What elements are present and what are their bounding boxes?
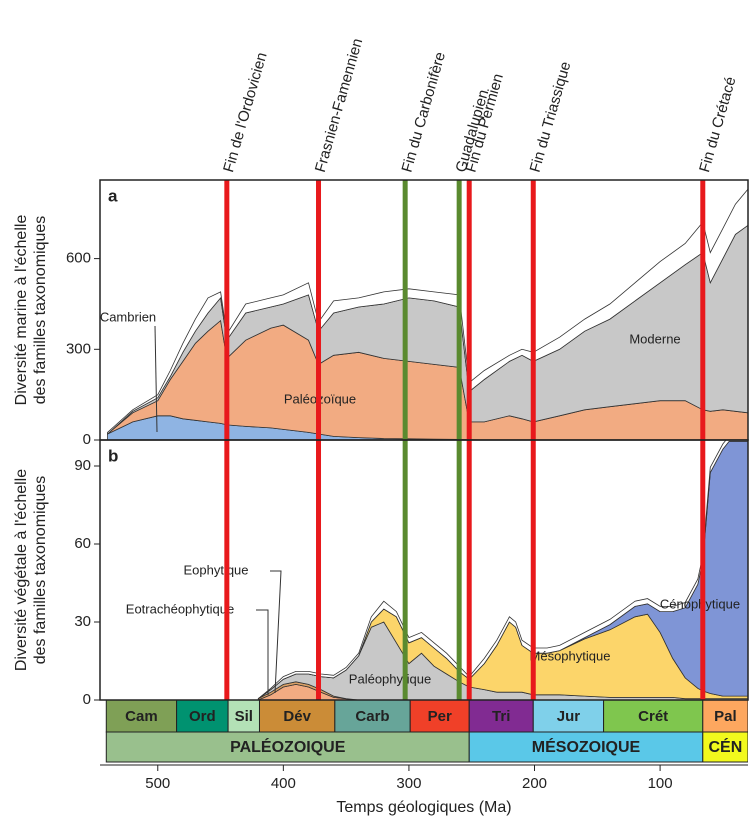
- plot-area: [107, 188, 748, 440]
- period-box: [258, 700, 336, 733]
- period-label: Pal: [714, 708, 737, 725]
- series-label: Eotrachéophytique: [126, 601, 234, 616]
- era-box: [468, 731, 704, 763]
- period-label: Carb: [355, 708, 389, 725]
- era-box: [702, 731, 748, 763]
- y-axis-title: des familles taxonomiques: [32, 476, 49, 665]
- x-axis-title: Temps géologiques (Ma): [336, 799, 511, 816]
- y-tick-label: 600: [66, 250, 91, 267]
- series-label: Mésophytique: [530, 648, 611, 663]
- y-tick-label: 30: [74, 613, 91, 630]
- period-label: Cam: [125, 708, 158, 725]
- series-label: Moderne: [629, 331, 680, 346]
- y-tick-label: 300: [66, 340, 91, 357]
- x-tick-label: 300: [396, 775, 421, 792]
- panel-frame: [99, 439, 749, 701]
- series-label: Cénophytique: [660, 596, 740, 611]
- x-tick-label: 400: [271, 775, 296, 792]
- series-label: Paléophytique: [349, 671, 431, 686]
- period-label: Crét: [638, 708, 668, 725]
- period-label: Ord: [189, 708, 216, 725]
- y-axis-title: Diversité végétale à l'échelle: [13, 469, 30, 671]
- era-label: MÉSOZOIQUE: [532, 737, 641, 756]
- event-label: Fin du Triassique: [527, 60, 575, 174]
- y-tick-label: 90: [74, 457, 91, 474]
- y-axis-title: des familles taxonomiques: [32, 216, 49, 405]
- period-label: Tri: [492, 708, 510, 725]
- x-tick-label: 100: [648, 775, 673, 792]
- y-tick-label: 0: [83, 431, 91, 448]
- y-tick-label: 60: [74, 535, 91, 552]
- event-label: Fin du Carbonifère: [398, 50, 449, 174]
- area: [258, 683, 748, 700]
- y-axis-title: Diversité marine à l'échelle: [13, 215, 30, 406]
- era-label: PALÉOZOIQUE: [230, 737, 346, 756]
- x-tick-label: 500: [145, 775, 170, 792]
- panel-label: a: [108, 186, 118, 205]
- area: [107, 188, 748, 435]
- period-label: Per: [428, 708, 452, 725]
- plot-area: [257, 440, 748, 700]
- period-box: [176, 700, 229, 733]
- period-label: Dév: [283, 708, 311, 725]
- y-tick-label: 0: [83, 691, 91, 708]
- x-tick-label: 200: [522, 775, 547, 792]
- era-box: [105, 731, 470, 763]
- event-label: Frasnien-Famennien: [312, 36, 366, 174]
- leader-line: [256, 609, 269, 695]
- panel-label: b: [108, 446, 118, 465]
- series-label: Eophytique: [183, 562, 248, 577]
- period-label: Sil: [235, 708, 253, 725]
- period-label: Jur: [557, 708, 581, 725]
- leader-line: [270, 570, 282, 694]
- area: [257, 440, 748, 700]
- event-label: Fin du Crétacé: [696, 75, 739, 174]
- series-label: Cambrien: [100, 309, 156, 324]
- time-scale: Cam Ord Sil Dév Carb Per Tri Jur Crét Pal PALÉOZOI…: [105, 700, 748, 763]
- leader-line: [154, 325, 158, 433]
- event-label: Fin de l'Ordovicien: [220, 51, 270, 175]
- era-label: CÉN: [709, 737, 743, 756]
